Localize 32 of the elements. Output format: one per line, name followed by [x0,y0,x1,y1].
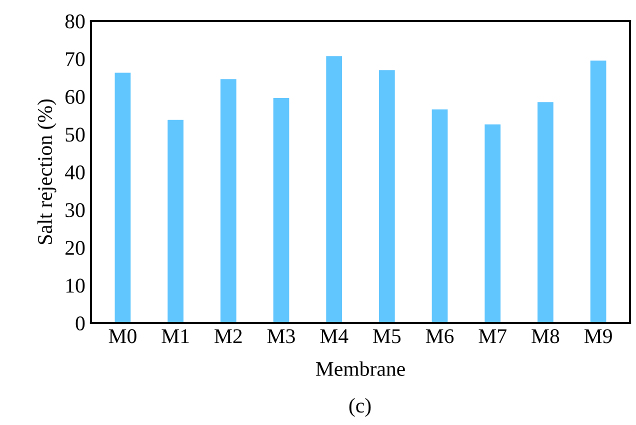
y-tick-label: 0 [76,316,85,330]
bar [432,109,448,323]
bar [220,79,236,323]
y-tick-label: 80 [65,14,85,28]
x-tick-label: M2 [214,329,242,344]
bar [538,102,554,323]
bar [273,98,290,323]
y-axis-title: Salt rejection (%) [37,99,56,244]
text: (c) [349,398,371,417]
y-tick-label: 40 [65,165,85,180]
x-tick-label: M5 [373,329,401,344]
x-tick-label: M9 [584,329,612,344]
y-tick-label: 10 [66,278,85,293]
y-tick-label: 50 [66,128,85,142]
bar [114,72,131,323]
x-tick-label: M6 [426,329,454,344]
bar [378,70,395,323]
x-tick-label: M1 [162,329,189,344]
x-axis-title: Membrane [316,361,405,376]
bar [326,56,342,323]
bar [590,60,606,323]
y-tick-label: 30 [66,203,85,218]
y-tick-label: 20 [66,240,85,255]
bar [484,124,501,323]
x-tick-label: M0 [108,329,136,344]
x-tick-label: M4 [320,329,348,344]
y-tick-label: 70 [66,52,85,66]
x-tick-label: M7 [478,329,506,344]
bar [168,120,184,323]
y-tick-label: 60 [66,90,85,104]
x-tick-label: M3 [267,329,295,344]
x-tick-label: M8 [532,329,560,344]
